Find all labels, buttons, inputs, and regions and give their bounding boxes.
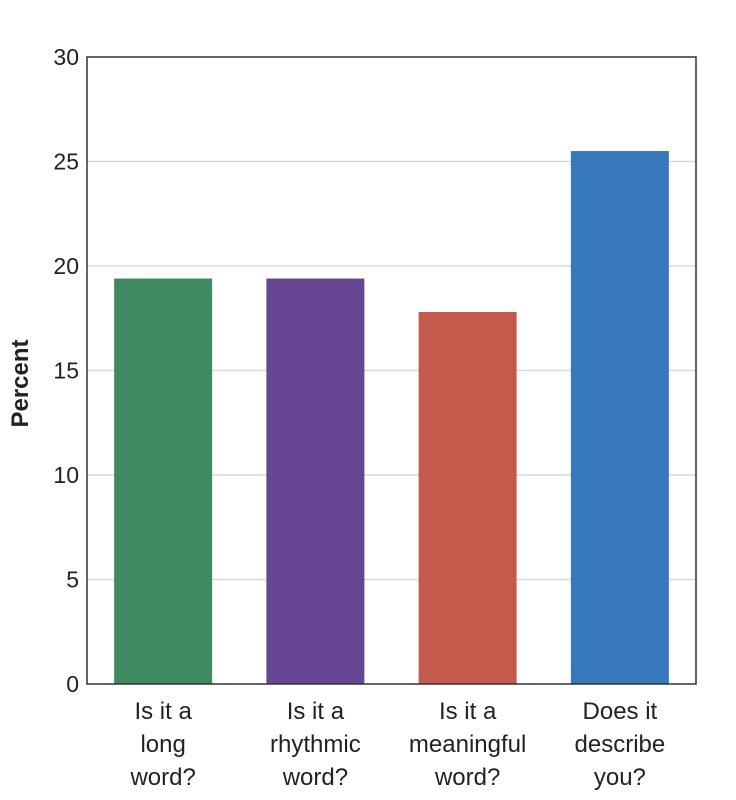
x-category-label: Is it a meaningful word? [409, 698, 526, 791]
x-category-label: Is it a rhythmic word? [270, 698, 361, 791]
y-tick-label: 20 [53, 253, 79, 279]
y-tick-label: 10 [53, 462, 79, 488]
plot-frame [86, 56, 697, 685]
y-tick-label: 30 [53, 44, 79, 70]
bar-3 [418, 311, 517, 684]
y-axis-title: Percent [7, 339, 34, 427]
x-category-label: Does it describe you? [575, 698, 666, 791]
y-tick-label: 5 [66, 567, 79, 593]
bar-1 [114, 278, 213, 684]
y-tick-label: 15 [53, 358, 79, 384]
y-tick-label: 25 [53, 149, 79, 175]
bars [114, 151, 669, 685]
y-axis-ticks: 0 5 10 15 20 25 30 [53, 44, 79, 697]
bar-4 [570, 151, 669, 685]
x-category-label: Is it a long word? [129, 698, 195, 791]
bar-2 [266, 278, 365, 684]
x-axis-category-labels: Is it a long word? Is it a rhythmic word? Is i… [129, 698, 665, 791]
y-tick-label: 0 [66, 671, 79, 697]
